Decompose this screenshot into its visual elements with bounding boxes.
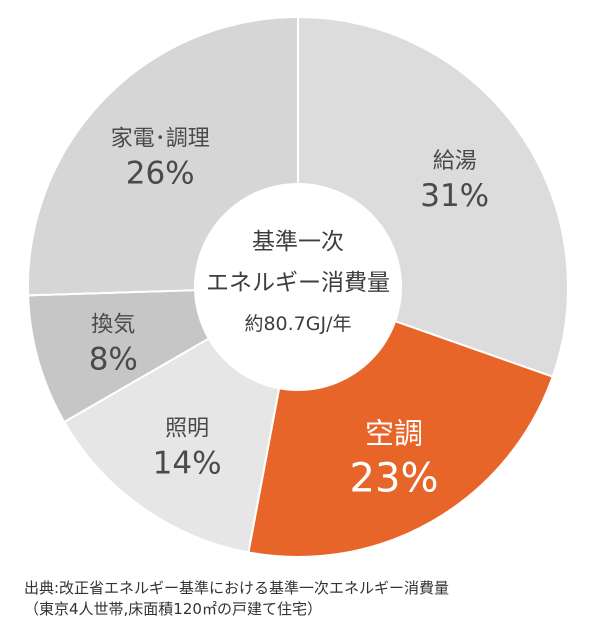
slice-label-hot-water: 給湯 (433, 149, 477, 174)
slice-label-ventilation: 換気 (91, 313, 135, 338)
slice-value-ventilation: 8% (89, 342, 138, 378)
caption-line-1: 出典:改正省エネルギー基準における基準一次エネルギー消費量 (24, 579, 450, 597)
slice-label-air-conditioning: 空調 (365, 416, 423, 450)
donut-chart-svg: 給湯 31% 空調 23% 照明 14% 換気 8% 家電･調理 26% 基準一次 エネルギー消費… (27, 15, 569, 558)
source-caption: 出典:改正省エネルギー基準における基準一次エネルギー消費量 （東京4人世帯,床面… (24, 578, 584, 620)
slice-label-appliances-cooking: 家電･調理 (111, 126, 210, 151)
slice-value-lighting: 14% (153, 446, 222, 482)
slice-value-appliances-cooking: 26% (126, 155, 195, 191)
donut-chart: 給湯 31% 空調 23% 照明 14% 換気 8% 家電･調理 26% 基準一次 エネルギー消費… (27, 15, 569, 558)
center-label-line1: 基準一次 (252, 229, 344, 255)
slice-value-air-conditioning: 23% (350, 455, 439, 501)
center-label-line2: エネルギー消費量 (206, 270, 390, 296)
center-hole (194, 183, 402, 391)
slice-value-hot-water: 31% (420, 178, 489, 214)
labels-layer: 給湯 31% 空調 23% 照明 14% 換気 8% 家電･調理 26% (89, 126, 489, 501)
slice-label-lighting: 照明 (165, 417, 209, 442)
caption-line-2: （東京4人世帯,床面積120㎡の戸建て住宅） (24, 600, 322, 618)
center-label-line3: 約80.7GJ/年 (244, 313, 351, 335)
